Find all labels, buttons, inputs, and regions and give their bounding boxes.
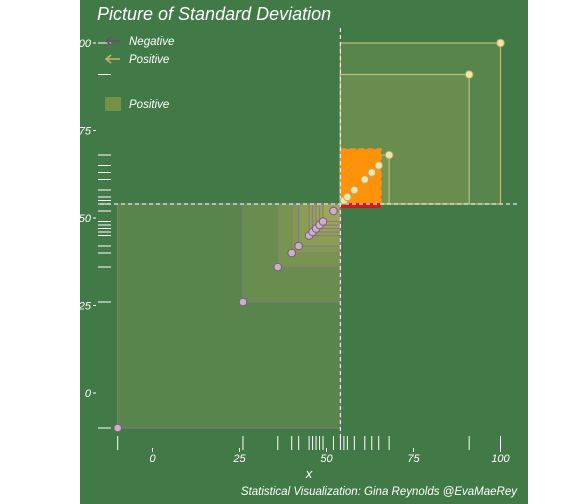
y-tick-label: 100 xyxy=(80,38,92,50)
axis-ticks: 0 25 50 75 100 0 25 50 75 100 xyxy=(80,38,511,465)
rug-marks xyxy=(98,42,501,450)
mean-lines xyxy=(100,28,520,440)
x-tick-label: 75 xyxy=(407,453,420,465)
positive-point xyxy=(350,185,359,195)
positive-point xyxy=(496,38,505,48)
chart-title: Picture of Standard Deviation xyxy=(97,4,331,24)
y-tick-label: 25 xyxy=(80,301,92,313)
y-tick-label: 0 xyxy=(85,388,92,400)
data-points xyxy=(113,38,505,433)
x-axis-label: x xyxy=(305,466,313,481)
y-tick-label: 75 xyxy=(80,126,92,138)
positive-point xyxy=(464,70,474,79)
negative-point xyxy=(294,241,303,251)
legend: Negative Positive Positive xyxy=(104,36,174,111)
negative-point xyxy=(273,262,283,272)
positive-point xyxy=(384,150,394,160)
x-tick-label: 100 xyxy=(491,453,510,465)
sd-chart: 0 25 50 75 100 0 25 50 75 100 Negative Positive Pos… xyxy=(80,4,520,498)
legend-label: Negative xyxy=(129,36,174,48)
negative-point xyxy=(238,297,248,307)
chart-panel: 0 25 50 75 100 0 25 50 75 100 Negative Positive Pos… xyxy=(80,0,528,504)
negative-point xyxy=(113,423,123,433)
negative-deviation-square xyxy=(117,203,342,429)
chart-caption: Statistical Visualization: Gina Reynolds… xyxy=(241,486,518,498)
negative-point xyxy=(318,217,328,226)
positive-point xyxy=(343,192,352,202)
x-tick-label: 0 xyxy=(149,453,156,465)
positive-point xyxy=(374,161,384,170)
legend-label: Positive xyxy=(129,99,169,111)
x-tick-label: 25 xyxy=(232,453,246,465)
negative-point xyxy=(287,248,296,258)
negative-point xyxy=(329,206,338,216)
legend-fill-swatch xyxy=(105,97,121,111)
positive-point xyxy=(360,175,370,184)
legend-arrow-head xyxy=(104,36,112,46)
sd-bar xyxy=(340,203,381,208)
x-tick-label: 50 xyxy=(320,453,333,465)
y-tick-label: 50 xyxy=(80,213,92,225)
positive-point xyxy=(367,168,377,177)
legend-label: Positive xyxy=(129,54,169,66)
legend-arrow-head xyxy=(104,54,112,64)
